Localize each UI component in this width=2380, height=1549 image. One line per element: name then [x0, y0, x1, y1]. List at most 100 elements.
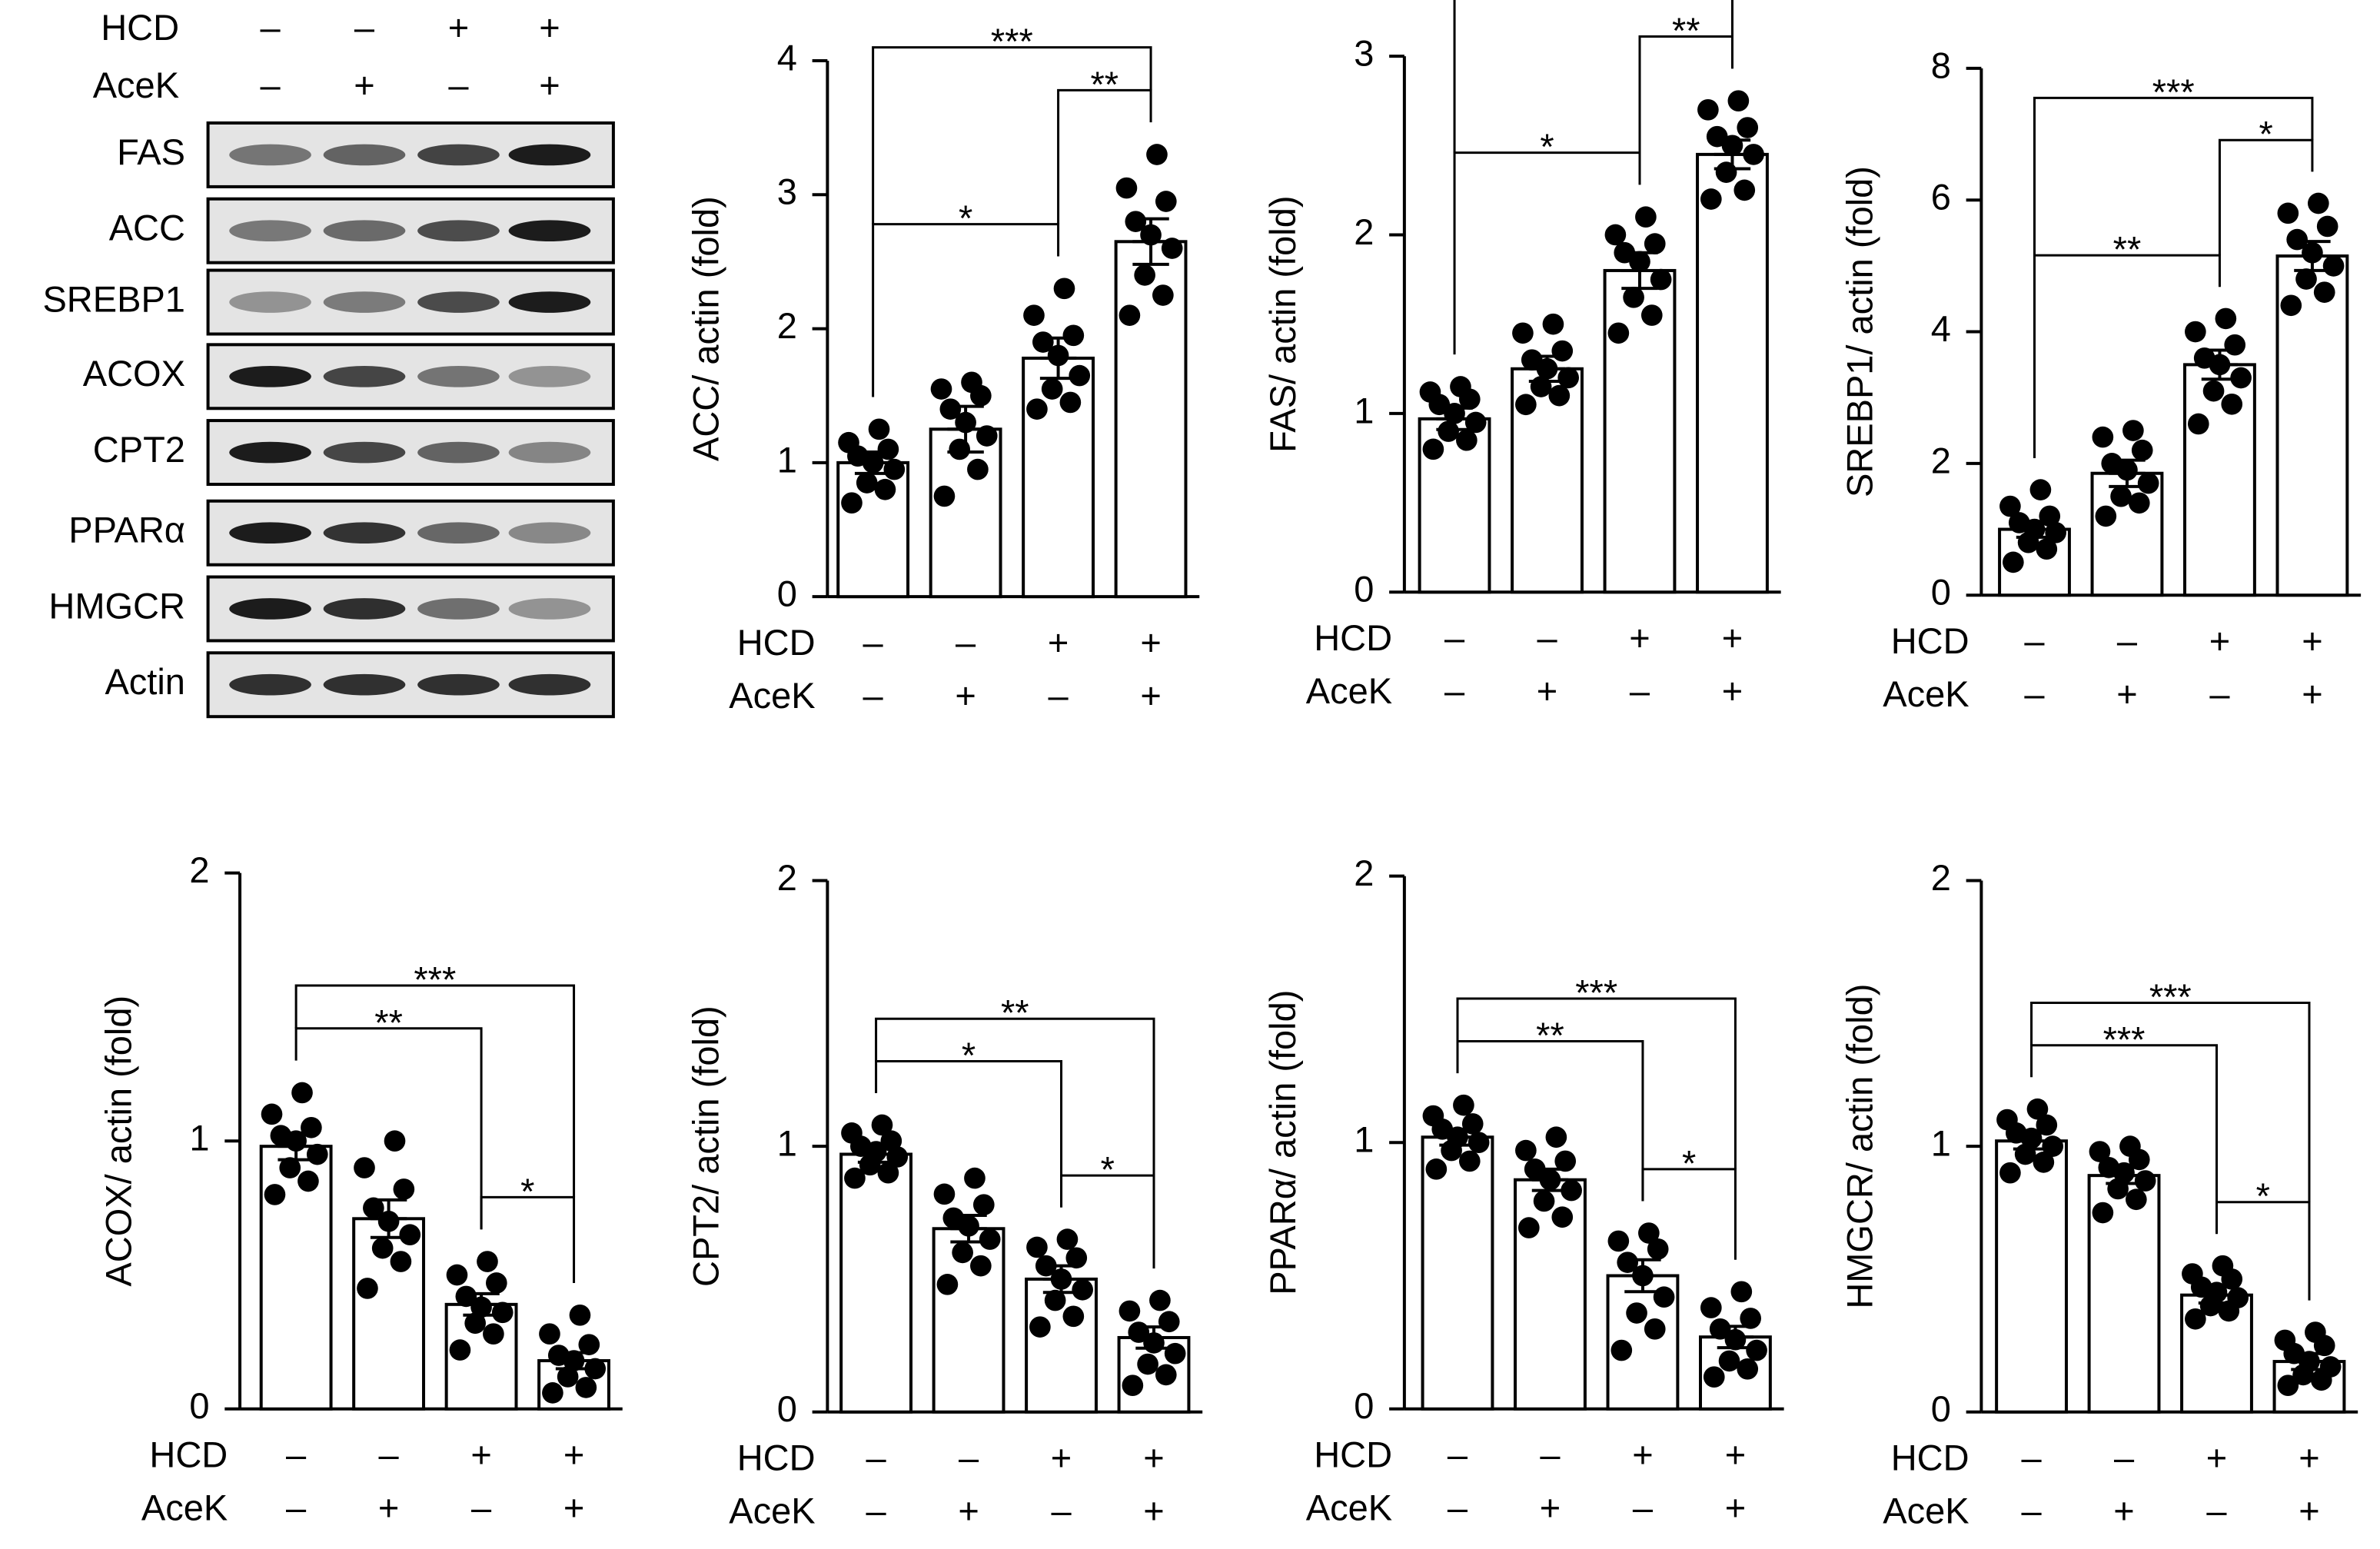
data-point: [1450, 376, 1471, 397]
x-group-sign: +: [955, 675, 976, 716]
blot-band: [417, 673, 500, 696]
data-point: [1044, 1289, 1066, 1311]
blot-row-label: FAS: [117, 131, 185, 172]
blot-band: [229, 144, 311, 166]
x-group-sign: –: [2117, 620, 2138, 661]
data-point: [371, 1237, 394, 1259]
x-group-name: AceK: [1883, 1490, 1969, 1531]
data-point: [1122, 1374, 1144, 1397]
bar: [1995, 1139, 2068, 1414]
data-point: [2185, 321, 2206, 343]
data-point: [2187, 413, 2209, 435]
data-point: [1023, 304, 1045, 326]
data-point: [1515, 1139, 1537, 1162]
x-group-sign: +: [1629, 617, 1650, 658]
x-group-sign: –: [471, 1488, 492, 1528]
y-tick-label: 1: [777, 439, 797, 480]
bar: [1603, 268, 1677, 594]
data-point: [1607, 1230, 1630, 1252]
data-point: [933, 485, 956, 507]
error-bar: [1714, 138, 1751, 171]
data-point: [2227, 1287, 2249, 1308]
x-group-sign: +: [1537, 670, 1557, 711]
error-bar: [854, 450, 892, 475]
data-point: [1644, 233, 1666, 254]
data-point: [1115, 177, 1138, 199]
y-tick-label: 2: [777, 305, 797, 346]
blot-band: [229, 522, 311, 544]
x-group-sign: –: [2024, 620, 2045, 661]
data-point: [2322, 255, 2345, 277]
error-bar: [1039, 336, 1077, 381]
data-point: [868, 418, 890, 440]
blot-row-label: ACC: [109, 208, 185, 248]
data-point: [477, 1251, 498, 1272]
data-point: [2042, 1135, 2064, 1157]
significance-label: *: [962, 1035, 976, 1075]
data-point: [1697, 98, 1719, 121]
data-point: [1740, 1308, 1761, 1329]
significance-bracket: [875, 1060, 1063, 1208]
error-bar: [1624, 1258, 1661, 1294]
blot-group-sign: –: [448, 65, 469, 105]
data-point: [1746, 1339, 1767, 1361]
x-group-sign: –: [1448, 1488, 1468, 1528]
data-point: [1032, 331, 1054, 353]
blot-band: [508, 522, 591, 544]
data-point: [1464, 411, 1487, 434]
data-point: [939, 398, 962, 420]
data-point: [1056, 1228, 1079, 1250]
data-point: [2286, 228, 2308, 251]
data-point: [1026, 398, 1048, 420]
significance-bracket: [875, 1017, 1155, 1176]
significance-bracket: [1456, 1039, 1644, 1202]
x-group-name: AceK: [1306, 1488, 1392, 1528]
data-point: [1551, 340, 1574, 362]
x-group-sign: –: [286, 1488, 307, 1528]
data-point: [2039, 505, 2061, 527]
data-point: [2305, 1321, 2326, 1343]
y-tick-label: 4: [777, 37, 797, 78]
bar: [1114, 240, 1188, 599]
x-group-sign: +: [378, 1488, 399, 1528]
data-point: [1518, 1217, 1540, 1238]
data-point: [1062, 324, 1085, 347]
data-point: [1607, 322, 1630, 344]
error-bar: [278, 1131, 314, 1162]
data-point: [1653, 1286, 1675, 1308]
x-group-sign: +: [2206, 1437, 2227, 1478]
data-point: [455, 1285, 477, 1308]
significance-bracket: [2215, 1201, 2311, 1301]
x-group-sign: –: [956, 622, 976, 663]
data-point: [2185, 1308, 2206, 1330]
significance-label: ***: [2152, 71, 2195, 112]
x-group-sign: –: [2206, 1490, 2227, 1531]
error-bar: [2198, 1285, 2235, 1305]
data-point: [1053, 278, 1075, 300]
data-point: [2131, 439, 2153, 461]
blot-band: [417, 441, 500, 464]
data-point: [1065, 1247, 1088, 1269]
x-group-sign: –: [1444, 670, 1465, 711]
x-group-name: HCD: [737, 622, 816, 663]
blot-group-sign: +: [539, 7, 560, 48]
significance-label: ***: [991, 21, 1033, 61]
significance-label: **: [1536, 1015, 1564, 1055]
data-point: [2274, 1329, 2296, 1351]
x-group-sign: +: [1722, 670, 1743, 711]
significance-label: ***: [1572, 0, 1614, 8]
x-group-sign: +: [2113, 1490, 2134, 1531]
y-axis-label: PPARα/ actin (fold): [1262, 990, 1303, 1295]
data-point: [2026, 1098, 2049, 1120]
data-point: [1128, 1321, 1150, 1343]
data-point: [1733, 179, 1756, 201]
data-point: [464, 1312, 486, 1335]
data-point: [967, 458, 989, 480]
data-point: [2101, 453, 2123, 474]
error-bar: [2013, 1131, 2050, 1151]
data-point: [2119, 1135, 2141, 1157]
x-group-sign: –: [1448, 1434, 1468, 1474]
data-point: [1542, 313, 1564, 335]
y-tick-label: 8: [1931, 45, 1951, 85]
data-point: [2212, 1255, 2234, 1277]
